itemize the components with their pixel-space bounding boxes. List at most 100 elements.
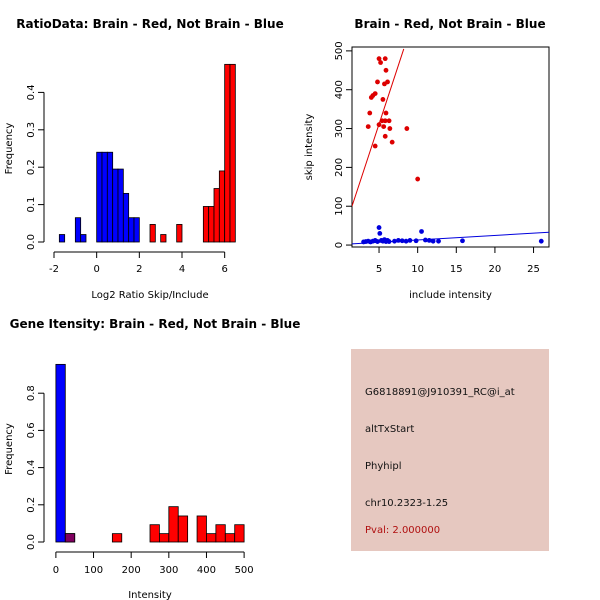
ratio-bar-not-brain bbox=[128, 217, 135, 243]
scatter-point-not-brain bbox=[426, 237, 432, 243]
ratio-bar-not-brain bbox=[74, 217, 82, 243]
intensity-x-tick-label: 0 bbox=[53, 565, 59, 576]
scatter-point-brain bbox=[382, 56, 388, 62]
scatter-point-not-brain bbox=[413, 238, 419, 244]
ratio-bar-not-brain bbox=[58, 234, 66, 243]
intensity-bar-overlap bbox=[64, 533, 76, 543]
ratio-x-label: Log2 Ratio Skip/Include bbox=[91, 290, 208, 301]
scatter-point-not-brain bbox=[419, 229, 424, 234]
scatter-point-not-brain bbox=[377, 231, 383, 236]
intensity-y-label: Frequency bbox=[4, 423, 15, 475]
scatter-point-not-brain bbox=[407, 237, 413, 243]
intensity-title: Gene Itensity: Brain - Red, Not Brain - … bbox=[10, 317, 301, 331]
intensity-x-tick-label: 500 bbox=[235, 565, 254, 576]
scatter-point-not-brain bbox=[375, 239, 380, 244]
ratio-y-tick-label: 0.2 bbox=[26, 159, 37, 175]
scatter-x-tick-label: 15 bbox=[450, 264, 463, 275]
scatter-y-tick-label: 500 bbox=[334, 41, 345, 60]
scatter-point-not-brain bbox=[403, 238, 409, 244]
scatter-plot-frame bbox=[351, 46, 550, 248]
ratio-bar-not-brain bbox=[117, 168, 124, 243]
scatter-point-not-brain bbox=[538, 238, 544, 244]
intensity-x-tick-label: 300 bbox=[159, 565, 178, 576]
scatter-y-tick-label: 200 bbox=[334, 158, 345, 177]
intensity-y-tick-label: 0.6 bbox=[26, 422, 37, 438]
ratio-bar-brain bbox=[213, 188, 220, 243]
scatter-point-brain bbox=[382, 133, 388, 139]
ratio-bar-brain bbox=[149, 224, 156, 243]
ratio-x-tick-label: 4 bbox=[179, 264, 185, 275]
intensity-bar-brain bbox=[149, 524, 160, 543]
intensity-x-label: Intensity bbox=[128, 590, 172, 600]
scatter-point-brain bbox=[372, 91, 378, 97]
scatter-x-tick-label: 10 bbox=[411, 264, 424, 275]
scatter-point-brain bbox=[387, 126, 393, 131]
intensity-y-tick-label: 0.0 bbox=[26, 534, 37, 550]
ratio-bar-not-brain bbox=[122, 192, 130, 243]
scatter-point-not-brain bbox=[399, 238, 405, 244]
scatter-point-brain bbox=[382, 118, 388, 124]
scatter-x-label: include intensity bbox=[409, 290, 492, 301]
scatter-point-brain bbox=[380, 97, 386, 102]
scatter-point-brain bbox=[368, 95, 374, 100]
info-panel: G6818891@J910391_RC@i_at altTxStart Phyh… bbox=[351, 349, 549, 551]
ratio-bar-brain bbox=[176, 224, 183, 243]
intensity-bar-brain bbox=[224, 533, 236, 543]
ratio-bar-not-brain bbox=[80, 234, 87, 243]
locus-label: chr10.2323-1.25 bbox=[365, 498, 449, 509]
scatter-point-brain bbox=[375, 79, 380, 85]
ratio-y-label: Frequency bbox=[4, 123, 15, 175]
scatter-point-not-brain bbox=[460, 238, 465, 244]
scatter-point-brain bbox=[389, 139, 395, 145]
gene-symbol-label: Phyhipl bbox=[365, 461, 402, 472]
scatter-point-brain bbox=[381, 124, 387, 130]
scatter-y-tick-label: 100 bbox=[334, 197, 345, 216]
scatter-point-brain bbox=[365, 124, 371, 130]
scatter-point-not-brain bbox=[386, 239, 392, 244]
ratio-y-tick-label: 0.4 bbox=[26, 84, 37, 100]
intensity-bar-brain bbox=[196, 515, 207, 543]
ratio-y-tick-label: 0.3 bbox=[26, 122, 37, 138]
scatter-point-brain bbox=[386, 118, 392, 124]
scatter-x-tick-label: 25 bbox=[527, 264, 540, 275]
ratio-bar-brain bbox=[208, 206, 215, 243]
scatter-point-brain bbox=[383, 110, 389, 116]
ratio-bar-not-brain bbox=[96, 151, 103, 243]
intensity-x-tick-label: 400 bbox=[197, 565, 216, 576]
ratio-bar-brain bbox=[224, 63, 231, 243]
probe-id-label: G6818891@J910391_RC@i_at bbox=[365, 387, 515, 398]
intensity-bar-brain bbox=[206, 533, 217, 543]
ratio-bar-brain bbox=[202, 206, 210, 243]
ratio-bar-not-brain bbox=[101, 151, 108, 243]
intensity-x-tick-label: 100 bbox=[84, 565, 103, 576]
intensity-bar-brain bbox=[159, 533, 170, 543]
scatter-fit-line-brain bbox=[352, 48, 405, 207]
scatter-y-tick-label: 400 bbox=[334, 80, 345, 99]
scatter-point-not-brain bbox=[436, 238, 441, 244]
scatter-y-tick-label: 300 bbox=[334, 119, 345, 138]
scatter-point-brain bbox=[376, 56, 382, 62]
scatter-x-tick-label: 5 bbox=[376, 264, 382, 275]
intensity-bar-brain bbox=[177, 515, 189, 543]
intensity-y-tick-label: 0.2 bbox=[26, 497, 37, 513]
intensity-bar-not-brain bbox=[55, 363, 66, 543]
scatter-point-not-brain bbox=[430, 238, 436, 244]
ratio-y-tick-label: 0.1 bbox=[26, 197, 37, 213]
ratio-bar-not-brain bbox=[106, 151, 114, 243]
intensity-y-tick-label: 0.8 bbox=[26, 385, 37, 401]
scatter-point-not-brain bbox=[392, 238, 397, 244]
scatter-point-brain bbox=[382, 81, 387, 87]
scatter-point-not-brain bbox=[376, 225, 382, 230]
event-type-label: altTxStart bbox=[365, 424, 415, 435]
scatter-point-brain bbox=[372, 143, 378, 149]
pval-label: Pval: 2.000000 bbox=[365, 525, 441, 536]
intensity-bar-brain bbox=[168, 506, 179, 543]
ratio-bar-not-brain bbox=[133, 217, 140, 243]
scatter-point-brain bbox=[404, 126, 410, 131]
ratio-bar-brain bbox=[218, 170, 226, 243]
ratio-x-tick-label: 2 bbox=[136, 264, 142, 275]
intensity-y-tick-label: 0.4 bbox=[26, 460, 37, 476]
scatter-point-brain bbox=[383, 67, 389, 73]
scatter-point-brain bbox=[367, 110, 373, 116]
